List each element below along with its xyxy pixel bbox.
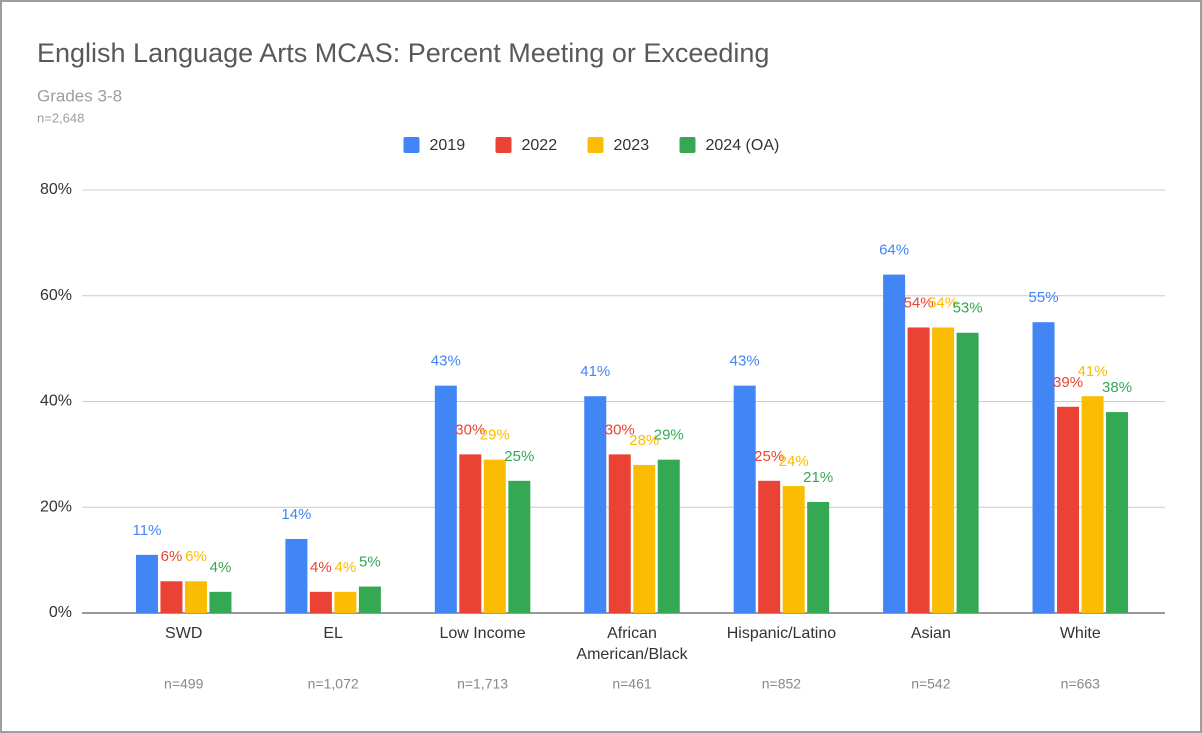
y-tick-label: 0% [49, 604, 72, 621]
legend-label: 2019 [430, 137, 466, 154]
value-label: 24% [779, 453, 809, 470]
y-tick-label: 20% [40, 498, 72, 515]
value-label: 6% [161, 548, 183, 565]
category-note: n=461 [612, 676, 652, 692]
category-note: n=852 [762, 676, 802, 692]
category-note: n=1,713 [457, 676, 508, 692]
value-label: 25% [754, 448, 784, 465]
value-label: 6% [185, 548, 207, 565]
bar [758, 480, 781, 613]
legend-swatch [495, 137, 512, 153]
bar [508, 480, 531, 613]
bar [608, 454, 631, 613]
chart-note: n=2,648 [37, 110, 84, 125]
bar [907, 327, 930, 613]
bar [807, 501, 830, 613]
bar [733, 385, 756, 613]
value-label: 21% [803, 469, 833, 486]
category-note: n=663 [1061, 676, 1101, 692]
value-label: 38% [1102, 379, 1132, 396]
bar [1106, 412, 1129, 613]
value-label: 64% [879, 242, 909, 259]
bar [434, 385, 457, 613]
value-label: 5% [359, 554, 381, 571]
value-label: 39% [1053, 374, 1083, 391]
x-tick-label: Hispanic/Latino [727, 625, 837, 642]
bar [932, 327, 955, 613]
category-note: n=499 [164, 676, 204, 692]
y-tick-label: 40% [40, 393, 72, 410]
legend-swatch [403, 137, 420, 153]
legend-label: 2024 (OA) [706, 137, 780, 154]
bar [956, 332, 979, 613]
bar [1032, 322, 1055, 613]
bar [782, 486, 805, 613]
bar [633, 464, 656, 613]
bar [358, 586, 381, 613]
value-label: 14% [281, 506, 311, 523]
bar [184, 581, 207, 613]
bar [1057, 406, 1080, 613]
bar [160, 581, 183, 613]
value-label: 54% [904, 294, 934, 311]
x-tick-label: Low Income [439, 625, 525, 642]
bar [584, 396, 607, 613]
category-note: n=542 [911, 676, 951, 692]
bar [459, 454, 482, 613]
y-tick-label: 60% [40, 287, 72, 304]
legend-label: 2022 [522, 137, 558, 154]
bar [135, 554, 158, 613]
value-label: 29% [654, 427, 684, 444]
bar [657, 459, 680, 613]
value-label: 29% [480, 427, 510, 444]
value-label: 43% [730, 353, 760, 370]
x-tick-label: EL [323, 625, 343, 642]
bar [285, 538, 308, 613]
x-tick-label: African American/Black [576, 625, 688, 663]
value-label: 25% [504, 448, 534, 465]
x-tick-label: Asian [911, 625, 951, 642]
value-label: 30% [605, 421, 635, 438]
x-tick-label: SWD [165, 625, 202, 642]
category-note: n=1,072 [308, 676, 359, 692]
chart-title: English Language Arts MCAS: Percent Meet… [37, 38, 769, 68]
value-label: 28% [629, 432, 659, 449]
bar [209, 591, 232, 613]
chart-subtitle: Grades 3-8 [37, 86, 122, 105]
value-label: 4% [310, 559, 332, 576]
y-tick-label: 80% [40, 181, 72, 198]
value-label: 54% [928, 294, 958, 311]
bar [1081, 396, 1104, 613]
legend-label: 2023 [614, 137, 650, 154]
value-label: 41% [1078, 363, 1108, 380]
value-label: 55% [1029, 289, 1059, 306]
value-label: 53% [953, 300, 983, 317]
bar [883, 274, 906, 613]
x-tick-label: White [1060, 625, 1101, 642]
legend-swatch [587, 137, 604, 153]
value-label: 4% [335, 559, 357, 576]
value-label: 43% [431, 353, 461, 370]
bar [483, 459, 506, 613]
value-label: 30% [455, 421, 485, 438]
value-label: 4% [210, 559, 232, 576]
value-label: 41% [580, 363, 610, 380]
bar [334, 591, 357, 613]
bar [309, 591, 332, 613]
value-label: 11% [133, 522, 162, 539]
legend-swatch [679, 137, 696, 153]
